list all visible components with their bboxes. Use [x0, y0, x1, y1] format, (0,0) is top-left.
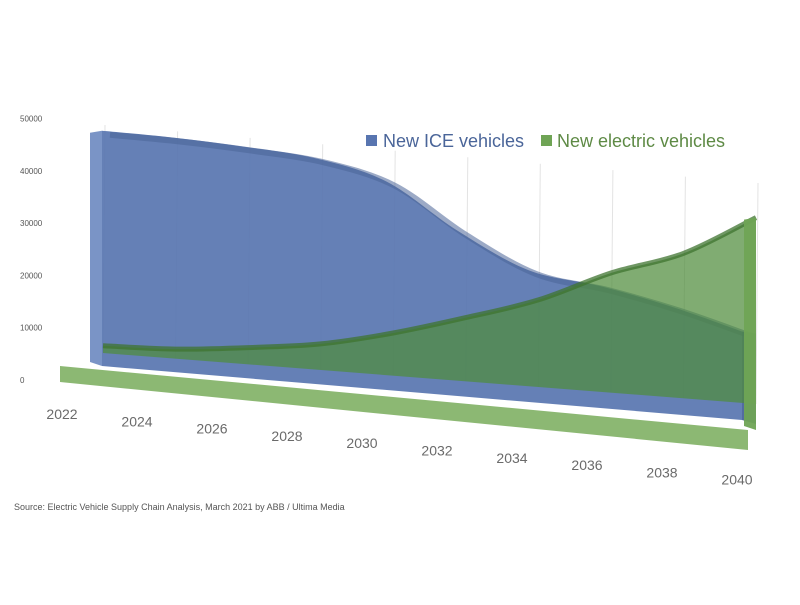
x-tick-label: 2022 — [46, 406, 77, 422]
y-tick-label: 30000 — [20, 219, 43, 228]
ev-right-face — [744, 217, 756, 430]
y-tick-label: 20000 — [20, 271, 43, 280]
gridline-2040 — [755, 182, 759, 405]
x-tick-label: 2034 — [496, 450, 527, 466]
y-tick-label: 0 — [20, 376, 25, 385]
ev-floor-slab — [60, 366, 748, 450]
x-axis-ticks: 2022 2024 2026 2028 2030 2032 2034 2036 2038 2040 — [46, 406, 752, 488]
ice-left-face — [90, 130, 102, 366]
ev-top-ribbon — [102, 215, 758, 352]
y-axis-ticks: 0 10000 20000 30000 40000 50000 — [20, 115, 43, 386]
x-tick-label: 2032 — [421, 443, 452, 459]
legend-label-ev: New electric vehicles — [557, 131, 725, 151]
ev-area — [103, 217, 756, 404]
x-tick-label: 2026 — [196, 421, 227, 437]
x-tick-label: 2028 — [271, 428, 302, 444]
series-areas — [60, 130, 758, 450]
y-tick-label: 10000 — [20, 324, 43, 333]
x-tick-label: 2030 — [346, 435, 377, 451]
x-tick-label: 2038 — [646, 464, 677, 480]
legend-swatch-ev — [541, 135, 552, 146]
legend-swatch-ice — [366, 135, 377, 146]
y-tick-label: 50000 — [20, 115, 43, 124]
x-tick-label: 2040 — [721, 472, 752, 488]
legend-label-ice: New ICE vehicles — [383, 131, 524, 151]
y-tick-label: 40000 — [20, 167, 43, 176]
legend: New ICE vehicles New electric vehicles — [366, 131, 725, 151]
source-note: Source: Electric Vehicle Supply Chain An… — [14, 502, 345, 512]
x-tick-label: 2036 — [571, 457, 602, 473]
x-tick-label: 2024 — [121, 413, 152, 429]
